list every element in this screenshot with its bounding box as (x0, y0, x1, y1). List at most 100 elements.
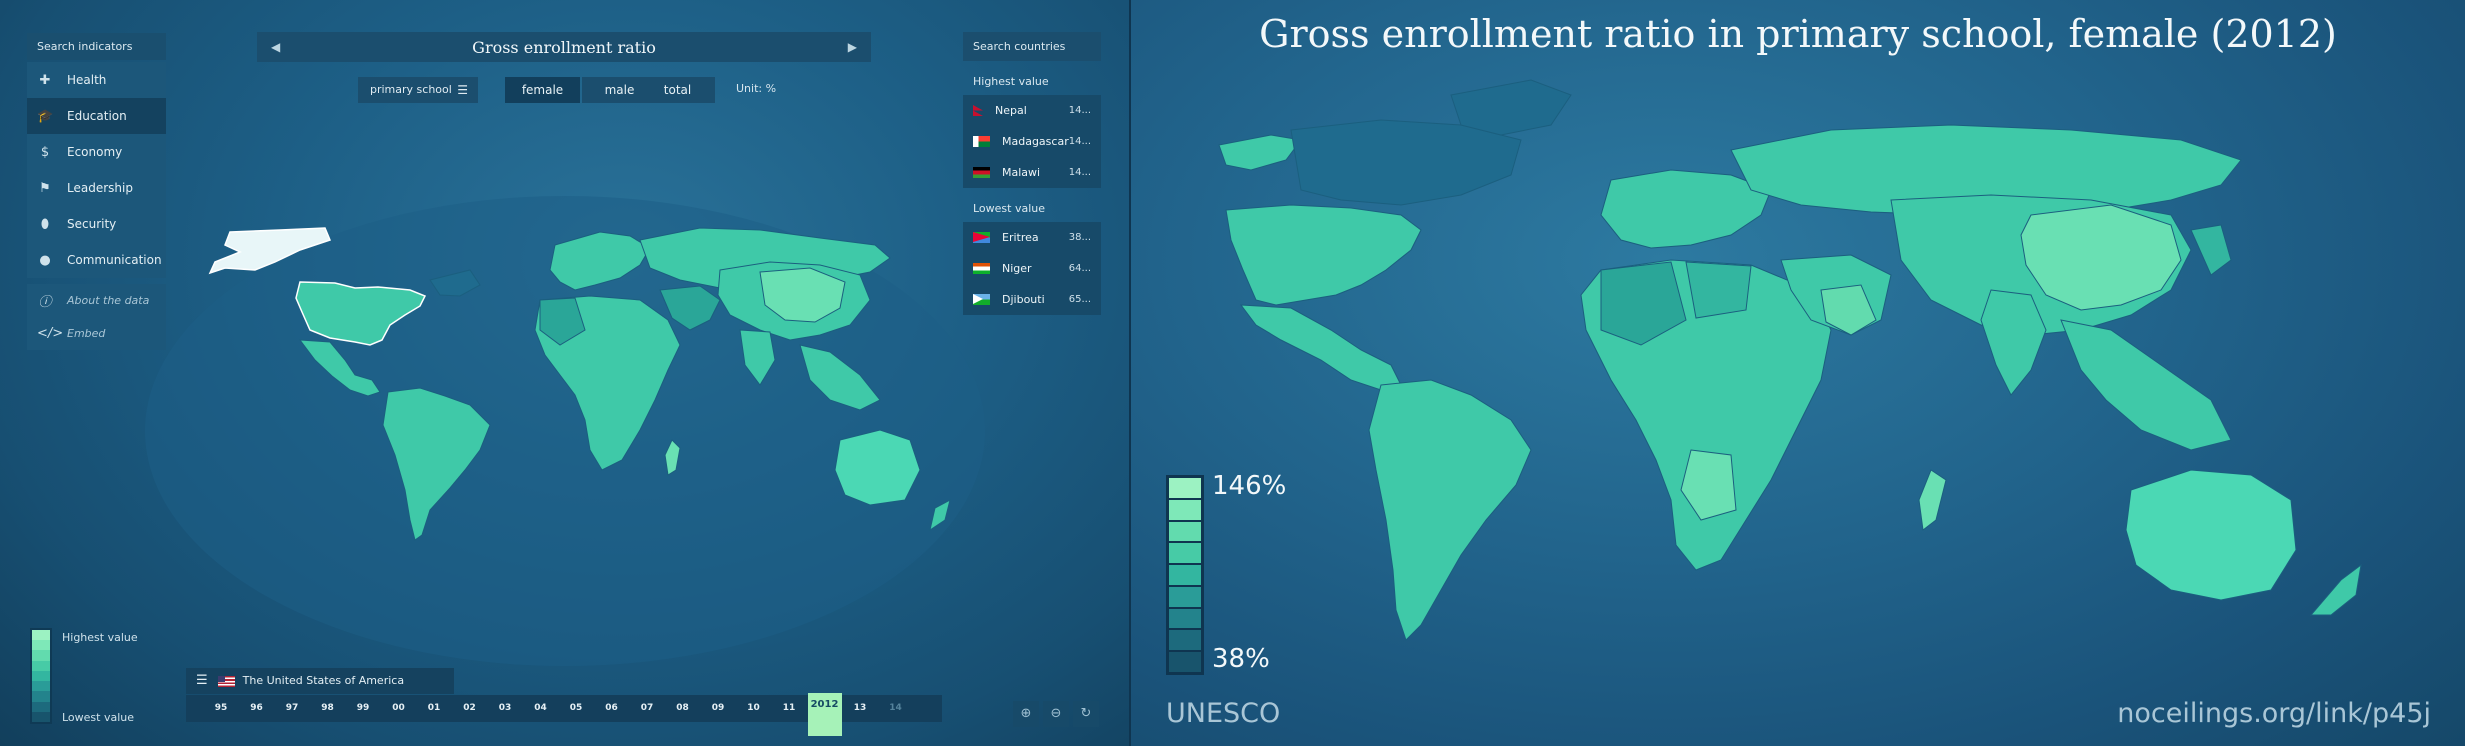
search-countries-field[interactable]: Search countries (963, 32, 1101, 61)
share-map-west-africa (1600, 261, 1687, 346)
usa-flag-icon (217, 675, 235, 687)
sidebar-item-label: Education (67, 109, 127, 123)
indicator-sidebar: Search indicators ✚ Health 🎓 Education $… (27, 33, 166, 350)
prev-indicator-arrow-icon[interactable]: ◀ (271, 40, 281, 54)
map-new-zealand[interactable] (929, 499, 951, 532)
indicator-title-bar: ◀ Gross enrollment ratio ▶ (257, 32, 871, 62)
country-name: Madagascar (1002, 135, 1069, 148)
school-level-value: primary school (370, 83, 452, 96)
madagascar-flag-icon (973, 136, 990, 147)
niger-flag-icon (973, 263, 990, 274)
share-map-greenland (1450, 79, 1572, 136)
country-name: Nepal (995, 104, 1027, 117)
embed-label: Embed (67, 327, 106, 340)
secondary-links: ⓘ About the data </> Embed (27, 284, 166, 350)
country-item-malawi[interactable]: Malawi 14... (963, 157, 1101, 188)
sidebar-item-label: Security (67, 217, 117, 231)
share-map-mexico (1239, 304, 1402, 391)
timeline-year-10[interactable]: 10 (747, 703, 760, 713)
selected-country-name: The United States of America (242, 674, 405, 687)
speech-bubble-icon: ● (39, 252, 51, 268)
timeline-year-95[interactable]: 95 (214, 703, 228, 713)
share-map-china (2020, 204, 2182, 311)
timeline-year-02[interactable]: 02 (463, 703, 476, 713)
timeline-year-07[interactable]: 07 (640, 703, 654, 713)
reset-view-icon[interactable]: ↻ (1073, 701, 1099, 727)
share-link[interactable]: noceilings.org/link/p45j (2117, 698, 2431, 729)
legend-swatch (1169, 608, 1201, 631)
timeline-year-96[interactable]: 96 (250, 703, 263, 713)
zoom-in-icon[interactable]: ⊕ (1013, 701, 1039, 727)
legend-swatch (32, 691, 50, 702)
info-icon: ⓘ (38, 295, 52, 310)
share-map-southeast-asia (2060, 319, 2232, 451)
map-usa[interactable] (295, 281, 427, 346)
map-india[interactable] (739, 329, 776, 386)
map-southeast-asia[interactable] (799, 344, 881, 411)
timeline-year-14[interactable]: 14 (889, 703, 902, 713)
sidebar-item-education[interactable]: 🎓 Education (27, 98, 166, 134)
timeline-year-99[interactable]: 99 (356, 703, 370, 713)
map-alaska[interactable] (208, 227, 332, 275)
embed-link[interactable]: </> Embed (27, 317, 166, 350)
sidebar-item-communication[interactable]: ● Communication (27, 242, 166, 278)
school-level-dropdown[interactable]: primary school ☰ (358, 77, 478, 103)
timeline-year-2012[interactable]: 2012 (807, 693, 842, 736)
timeline-year-06[interactable]: 06 (605, 703, 618, 713)
map-middle-east[interactable] (659, 285, 721, 331)
sidebar-item-health[interactable]: ✚ Health (27, 62, 166, 98)
country-item-eritrea[interactable]: Eritrea 38... (963, 222, 1101, 253)
legend-swatch (1169, 586, 1201, 609)
map-central-america[interactable] (298, 339, 381, 397)
toggle-female[interactable]: female (505, 77, 580, 103)
map-china[interactable] (759, 267, 846, 323)
map-australia[interactable] (834, 429, 921, 506)
sidebar-item-economy[interactable]: $ Economy (27, 134, 166, 170)
share-card: Gross enrollment ratio in primary school… (1131, 0, 2465, 746)
timeline-year-05[interactable]: 05 (569, 703, 583, 713)
timeline-year-13[interactable]: 13 (853, 703, 867, 713)
shield-icon: ⬮ (40, 216, 50, 232)
country-item-nepal[interactable]: Nepal 14... (963, 95, 1101, 126)
map-africa[interactable] (534, 295, 681, 471)
timeline-year-00[interactable]: 00 (392, 703, 405, 713)
timeline-year-97[interactable]: 97 (285, 703, 299, 713)
selected-country-bar[interactable]: ☰ The United States of America (186, 668, 454, 694)
share-legend-scale (1166, 475, 1204, 675)
timeline-year-11[interactable]: 11 (782, 703, 796, 713)
timeline-year-08[interactable]: 08 (676, 703, 689, 713)
share-map-madagascar (1918, 469, 1947, 531)
year-timeline[interactable]: 95 96 97 98 99 00 01 02 03 04 05 06 07 08 09 10 11 2012 13… (186, 693, 942, 736)
map-north-africa-west[interactable] (539, 297, 586, 346)
share-legend-low: 38% (1212, 644, 1270, 674)
country-value: 64... (1068, 263, 1091, 274)
country-name: Malawi (1002, 166, 1041, 179)
flag-icon: ⚑ (39, 180, 51, 196)
lowest-value-label: Lowest value (973, 202, 1046, 215)
timeline-year-01[interactable]: 01 (427, 703, 441, 713)
country-item-madagascar[interactable]: Madagascar 14... (963, 126, 1101, 157)
country-item-niger[interactable]: Niger 64... (963, 253, 1101, 284)
zoom-out-icon[interactable]: ⊖ (1043, 701, 1069, 727)
country-value: 14... (1068, 105, 1091, 116)
timeline-year-04[interactable]: 04 (534, 703, 547, 713)
timeline-year-09[interactable]: 09 (711, 703, 725, 713)
timeline-year-03[interactable]: 03 (498, 703, 512, 713)
about-data-link[interactable]: ⓘ About the data (27, 284, 166, 317)
graduation-cap-icon: 🎓 (37, 108, 54, 124)
next-indicator-arrow-icon[interactable]: ▶ (847, 40, 857, 54)
lowest-country-list: Eritrea 38... Niger 64... Djibouti 65... (963, 222, 1101, 315)
map-greenland[interactable] (429, 269, 481, 297)
map-south-america[interactable] (382, 387, 491, 541)
map-europe[interactable] (549, 231, 651, 291)
toggle-total[interactable]: total (640, 77, 715, 103)
plus-icon: ✚ (39, 72, 51, 88)
map-madagascar[interactable] (664, 439, 681, 476)
timeline-year-98[interactable]: 98 (321, 703, 334, 713)
sidebar-item-security[interactable]: ⬮ Security (27, 206, 166, 242)
world-map[interactable] (0, 0, 1131, 746)
legend-swatch (32, 630, 50, 641)
country-item-djibouti[interactable]: Djibouti 65... (963, 284, 1101, 315)
sidebar-item-leadership[interactable]: ⚑ Leadership (27, 170, 166, 206)
search-indicators-field[interactable]: Search indicators (27, 33, 166, 60)
